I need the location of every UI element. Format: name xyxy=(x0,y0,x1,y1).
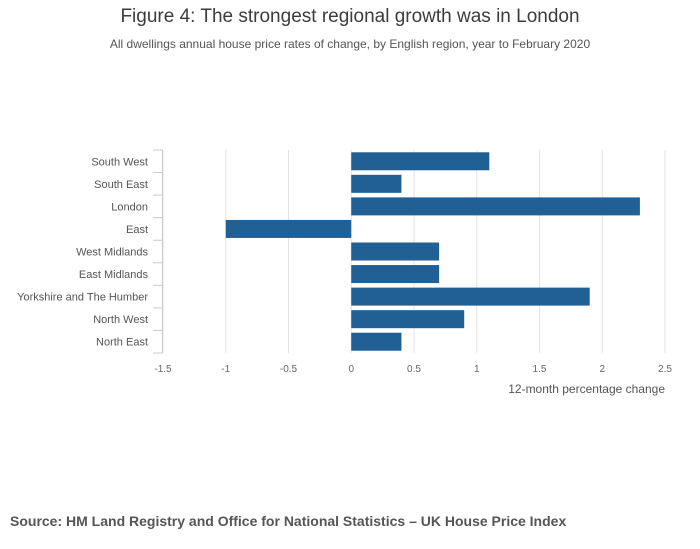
chart-subtitle: All dwellings annual house price rates o… xyxy=(109,37,591,51)
category-label: North West xyxy=(93,314,148,326)
x-tick-label: 1.5 xyxy=(533,364,547,375)
x-tick-label: 1 xyxy=(474,364,480,375)
bar-north-east xyxy=(351,332,402,351)
bar-north-west xyxy=(351,310,465,329)
category-label: South East xyxy=(94,179,148,191)
category-label: East xyxy=(126,224,148,236)
category-label: Yorkshire and The Humber xyxy=(17,292,148,304)
chart-title: Figure 4: The strongest regional growth … xyxy=(120,6,580,27)
category-label: London xyxy=(111,201,148,213)
category-label: East Midlands xyxy=(79,269,149,281)
x-axis-title: 12-month percentage change xyxy=(508,382,665,396)
x-tick-label: -0.5 xyxy=(280,364,298,375)
bar-london xyxy=(351,197,640,216)
bar-yorkshire-and-the-humber xyxy=(351,287,590,306)
x-tick-label: 2.5 xyxy=(658,364,672,375)
x-tick-label: 0 xyxy=(348,364,354,375)
source-note: Source: HM Land Registry and Office for … xyxy=(10,513,567,529)
category-label: South West xyxy=(91,156,148,168)
bar-west-midlands xyxy=(351,242,440,261)
bar-east xyxy=(225,219,352,238)
category-label: West Midlands xyxy=(76,247,148,259)
x-tick-label: 2 xyxy=(599,364,605,375)
x-tick-label: -1 xyxy=(221,364,230,375)
category-label: North East xyxy=(96,337,148,349)
bar-south-east xyxy=(351,174,402,193)
x-tick-label: -1.5 xyxy=(154,364,172,375)
bar-east-midlands xyxy=(351,265,440,284)
x-tick-label: 0.5 xyxy=(407,364,421,375)
bar-south-west xyxy=(351,152,490,171)
